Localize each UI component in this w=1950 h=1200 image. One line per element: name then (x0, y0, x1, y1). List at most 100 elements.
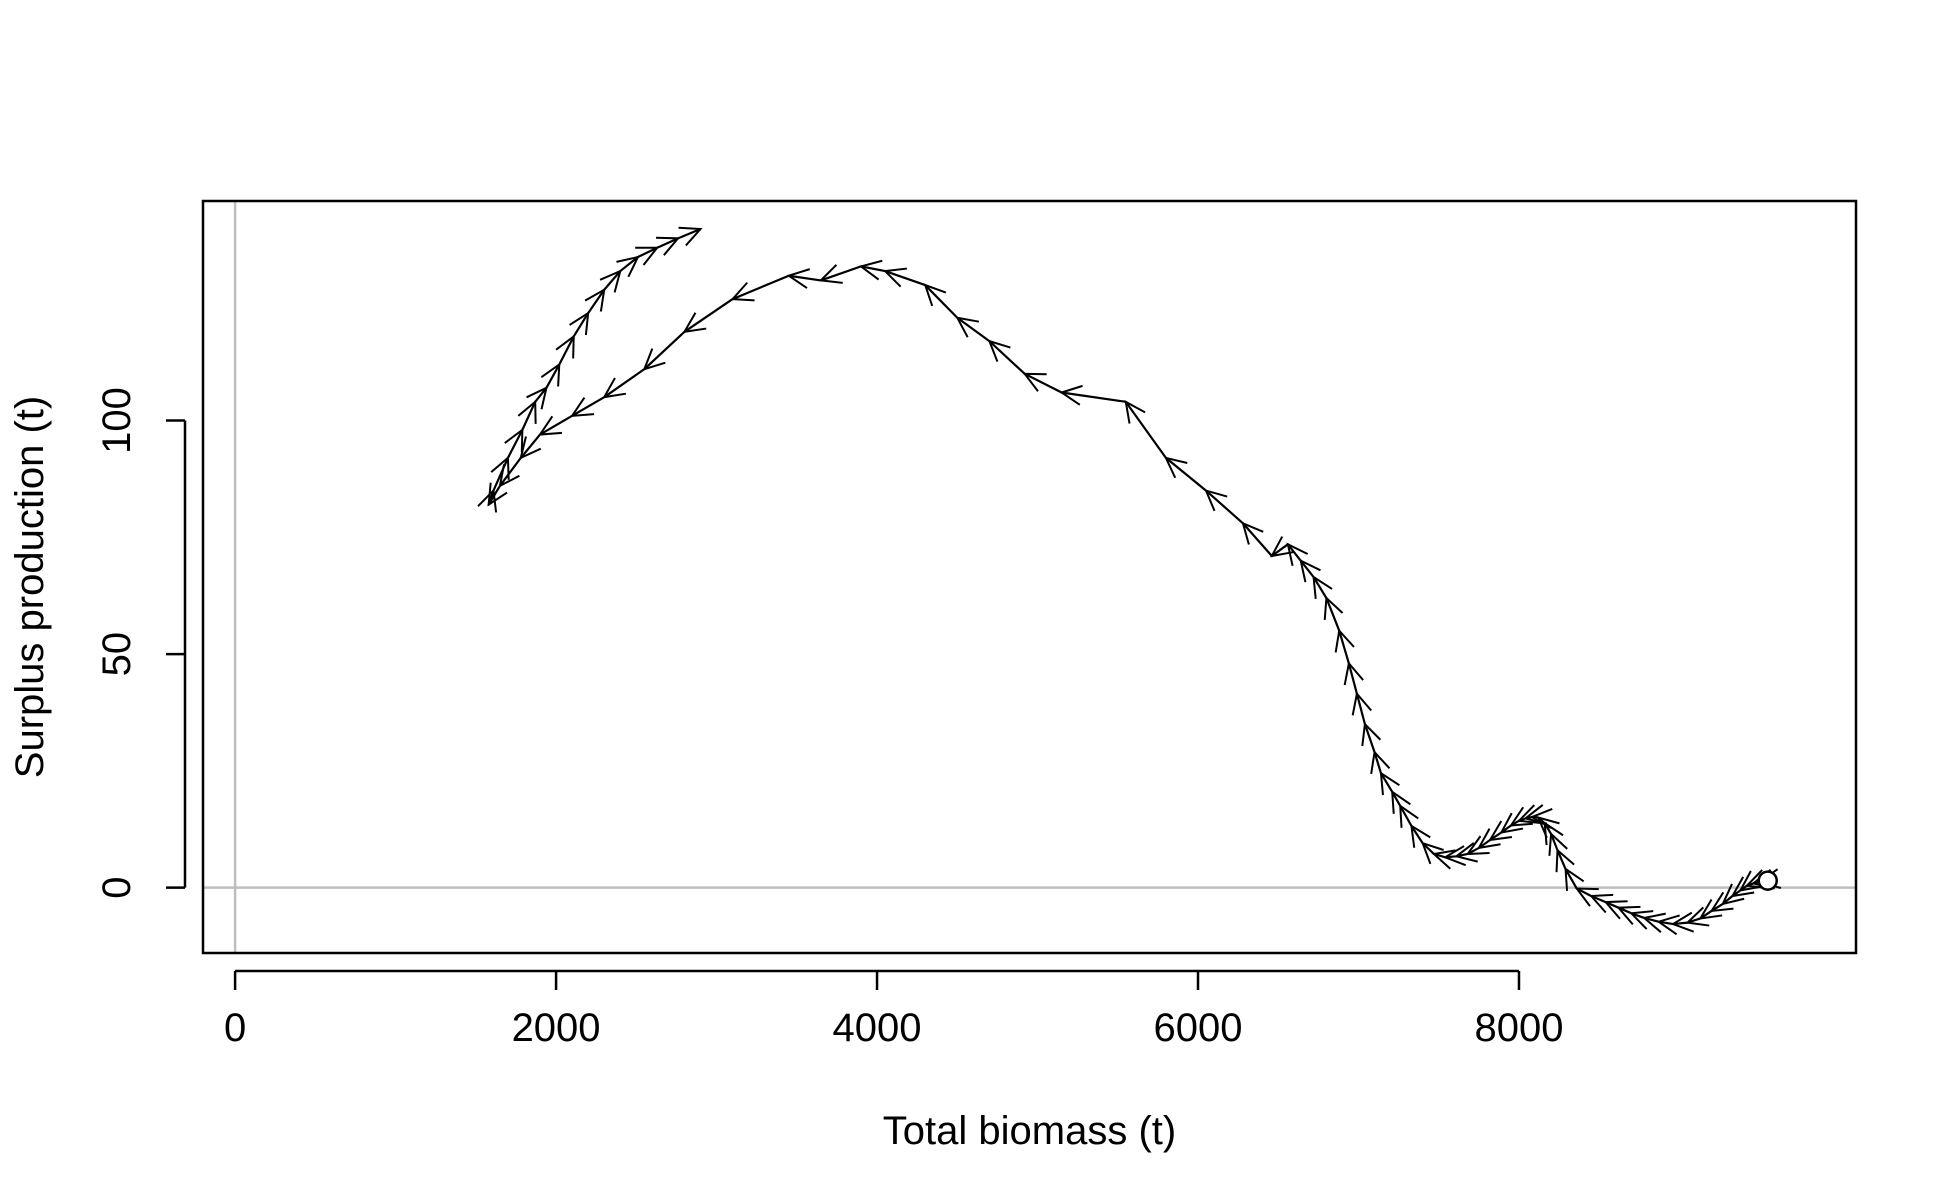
direction-arrow (1529, 808, 1553, 829)
direction-arrow (555, 334, 575, 359)
direction-arrow (678, 226, 703, 247)
x-tick-label: 6000 (1154, 1006, 1243, 1050)
y-tick-label: 50 (95, 632, 139, 677)
direction-arrow (540, 362, 561, 387)
y-tick-label: 0 (95, 876, 139, 898)
direction-arrow (538, 415, 563, 436)
y-axis: 0 50 100 (95, 387, 187, 899)
direction-arrow (477, 488, 498, 513)
direction-arrow (987, 339, 1011, 362)
direction-arrow (1476, 828, 1501, 850)
direction-arrow (1454, 842, 1478, 863)
direction-arrow (1022, 372, 1047, 392)
direction-arrow (682, 312, 707, 334)
direction-arrow (1548, 831, 1568, 856)
direction-arrow (1616, 905, 1641, 926)
direction-arrow (1164, 456, 1188, 479)
direction-arrow (517, 399, 537, 424)
direction-arrow (1574, 887, 1599, 907)
reference-lines (203, 201, 1856, 953)
x-tick-label: 4000 (833, 1006, 922, 1050)
direction-arrow (1241, 521, 1264, 545)
direction-arrow (955, 316, 980, 338)
direction-arrow (1738, 870, 1763, 892)
direction-arrow (1399, 803, 1419, 828)
direction-arrow (526, 386, 548, 410)
x-tick-label: 2000 (512, 1006, 601, 1050)
direction-arrow (1555, 848, 1575, 873)
direction-arrow (570, 397, 595, 418)
y-axis-label: Surplus production (t) (8, 396, 52, 778)
direction-arrow (1323, 595, 1344, 621)
x-axis: 0 2000 4000 6000 8000 (224, 969, 1563, 1050)
direction-arrow (1391, 789, 1411, 814)
direction-arrow (519, 436, 542, 460)
x-axis-label: Total biomass (t) (883, 1109, 1176, 1153)
direction-arrow (498, 464, 520, 488)
direction-arrow (1269, 536, 1294, 558)
direction-arrow (1351, 691, 1372, 716)
direction-arrow (1124, 399, 1146, 424)
direction-arrow (882, 267, 908, 288)
direction-arrow (1312, 575, 1333, 599)
direction-arrow (1361, 721, 1382, 747)
direction-arrow (730, 281, 755, 302)
direction-arrow (1286, 542, 1309, 567)
direction-arrow (642, 348, 666, 371)
x-tick-label: 8000 (1474, 1006, 1563, 1050)
direction-arrow (1488, 820, 1513, 842)
direction-arrow (1465, 835, 1490, 856)
direction-arrow (1721, 883, 1745, 906)
direction-arrow (1730, 876, 1755, 898)
direction-arrow (490, 455, 510, 480)
direction-arrow (504, 427, 524, 452)
start-marker-layer (1757, 870, 1778, 891)
direction-arrow (1698, 898, 1723, 920)
direction-arrow (1709, 891, 1734, 913)
plot-frame (201, 199, 1858, 955)
direction-arrow (1508, 806, 1533, 827)
direction-arrow (584, 287, 606, 312)
direction-arrow (1204, 489, 1228, 512)
y-tick-label: 100 (95, 387, 139, 454)
series-line (487, 228, 1768, 926)
direction-arrow (858, 259, 883, 281)
direction-arrow (656, 236, 681, 256)
direction-arrow (635, 246, 660, 266)
direction-arrow (599, 269, 622, 293)
direction-arrow (1421, 841, 1444, 865)
direction-arrow (1343, 661, 1364, 686)
direction-arrow (602, 377, 627, 399)
direction-arrow (1431, 849, 1456, 870)
direction-arrow (1603, 900, 1628, 920)
direction-arrow (1629, 910, 1654, 930)
direction-arrow (1410, 824, 1431, 848)
direction-arrow (1334, 628, 1355, 653)
direction-arrow (616, 255, 640, 278)
direction-arrows (477, 226, 1782, 936)
direction-arrow (923, 283, 947, 307)
direction-arrow (786, 268, 811, 289)
direction-arrow (1499, 812, 1524, 834)
start-marker (1757, 870, 1778, 891)
x-tick-label: 0 (224, 1006, 246, 1050)
direction-arrow (1059, 384, 1083, 406)
direction-arrow (1641, 912, 1666, 933)
direction-arrow (1299, 558, 1321, 583)
direction-arrow (1564, 866, 1585, 891)
direction-arrow (1516, 804, 1541, 825)
direction-arrow (1656, 914, 1680, 936)
direction-arrow (1589, 893, 1614, 914)
direction-arrow (569, 311, 590, 336)
direction-arrow (1536, 816, 1560, 839)
direction-arrow (1379, 771, 1400, 796)
direction-arrow (1442, 845, 1467, 867)
direction-arrow (487, 482, 508, 507)
direction-arrow (1670, 911, 1695, 933)
direction-arrow (1523, 804, 1548, 825)
series-layer (487, 228, 1768, 926)
direction-arrow (818, 264, 843, 284)
direction-arrow (1685, 906, 1710, 927)
direction-arrow (1370, 749, 1391, 775)
